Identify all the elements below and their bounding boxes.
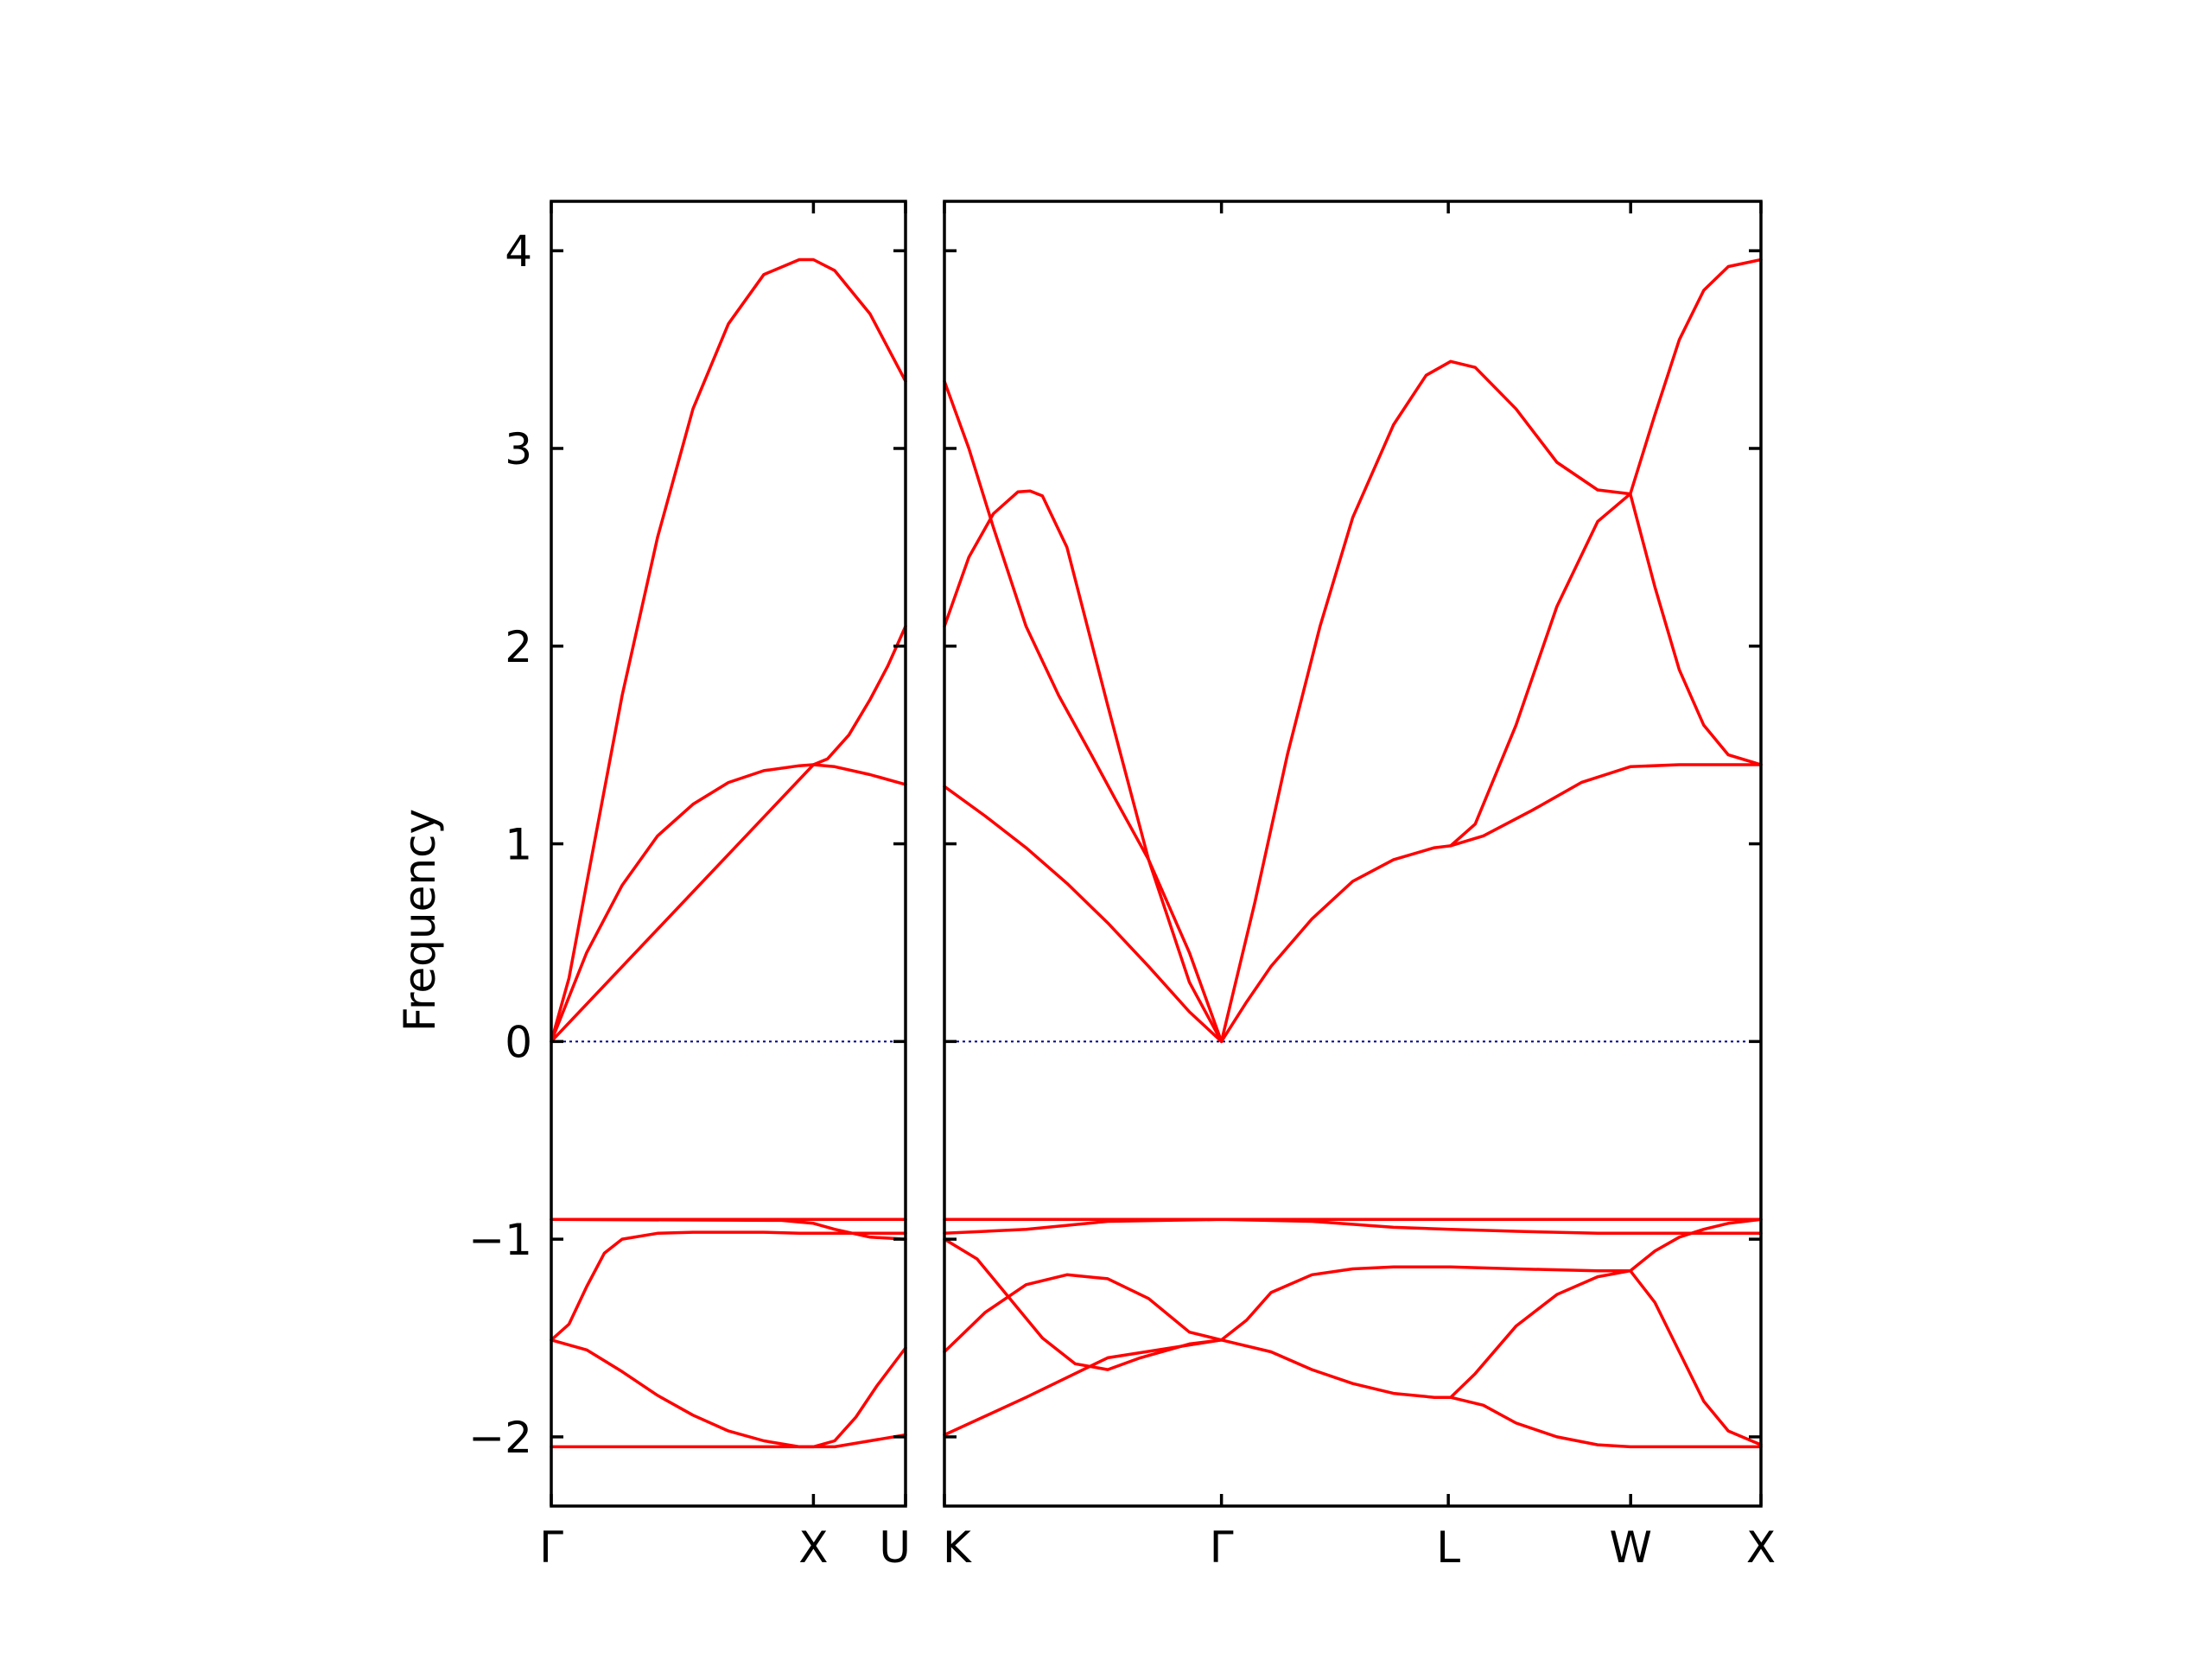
y-tick-label: 3	[505, 424, 532, 474]
y-tick-label: −1	[468, 1215, 532, 1265]
panel-frame	[550, 200, 907, 1508]
band-line-2-14	[943, 1338, 1224, 1437]
band-line-2-9	[1629, 257, 1763, 496]
band-line-2-17	[1449, 1268, 1632, 1399]
band-line-1-2	[550, 763, 907, 1044]
x-tick-label: X	[798, 1522, 828, 1573]
panel-1: 4 3 2 1 0 −1 −2 Γ X U	[468, 200, 911, 1573]
band-line-2-19	[1629, 1268, 1763, 1446]
band-line-2-13	[943, 1237, 1224, 1371]
x-tick-label: X	[1746, 1522, 1776, 1573]
band-line-2-1	[943, 379, 1224, 1044]
y-axis-label: Frequency	[395, 809, 445, 1032]
band-line-1-7	[550, 1346, 907, 1449]
band-line-2-5	[1219, 359, 1632, 1044]
band-line-2-3	[943, 785, 1224, 1044]
band-line-2-15	[1219, 1265, 1632, 1342]
band-line-2-16	[1219, 1338, 1452, 1399]
band-line-1-8	[550, 1217, 907, 1241]
band-line-1-1	[550, 257, 907, 1044]
x-tick-label: Γ	[539, 1522, 563, 1573]
band-line-2-2	[943, 489, 1224, 1044]
y-tick-label: −2	[468, 1413, 532, 1463]
band-line-2-7	[1449, 763, 1763, 848]
x-tick-label: L	[1436, 1522, 1460, 1573]
band-line-2-20	[1629, 1217, 1763, 1273]
panel-frame	[943, 200, 1763, 1508]
band-line-2-8	[1629, 492, 1763, 766]
band-line-2-11	[943, 1217, 1763, 1236]
band-line-2-12	[943, 1273, 1224, 1354]
band-line-1-5	[550, 1230, 907, 1342]
band-line-1-3	[550, 625, 907, 1044]
band-line-2-6	[1449, 492, 1632, 848]
y-tick-label: 0	[505, 1017, 532, 1067]
x-tick-label: W	[1609, 1522, 1651, 1573]
y-tick-label: 2	[505, 622, 532, 672]
x-tick-label: U	[879, 1522, 911, 1573]
band-line-2-4	[1219, 844, 1452, 1044]
x-tick-label: K	[943, 1522, 972, 1573]
x-tick-label: Γ	[1210, 1522, 1234, 1573]
y-tick-label: 4	[505, 226, 532, 276]
band-line-1-6	[550, 1338, 907, 1449]
y-tick-label: 1	[505, 820, 532, 870]
band-line-2-18	[1449, 1395, 1763, 1449]
